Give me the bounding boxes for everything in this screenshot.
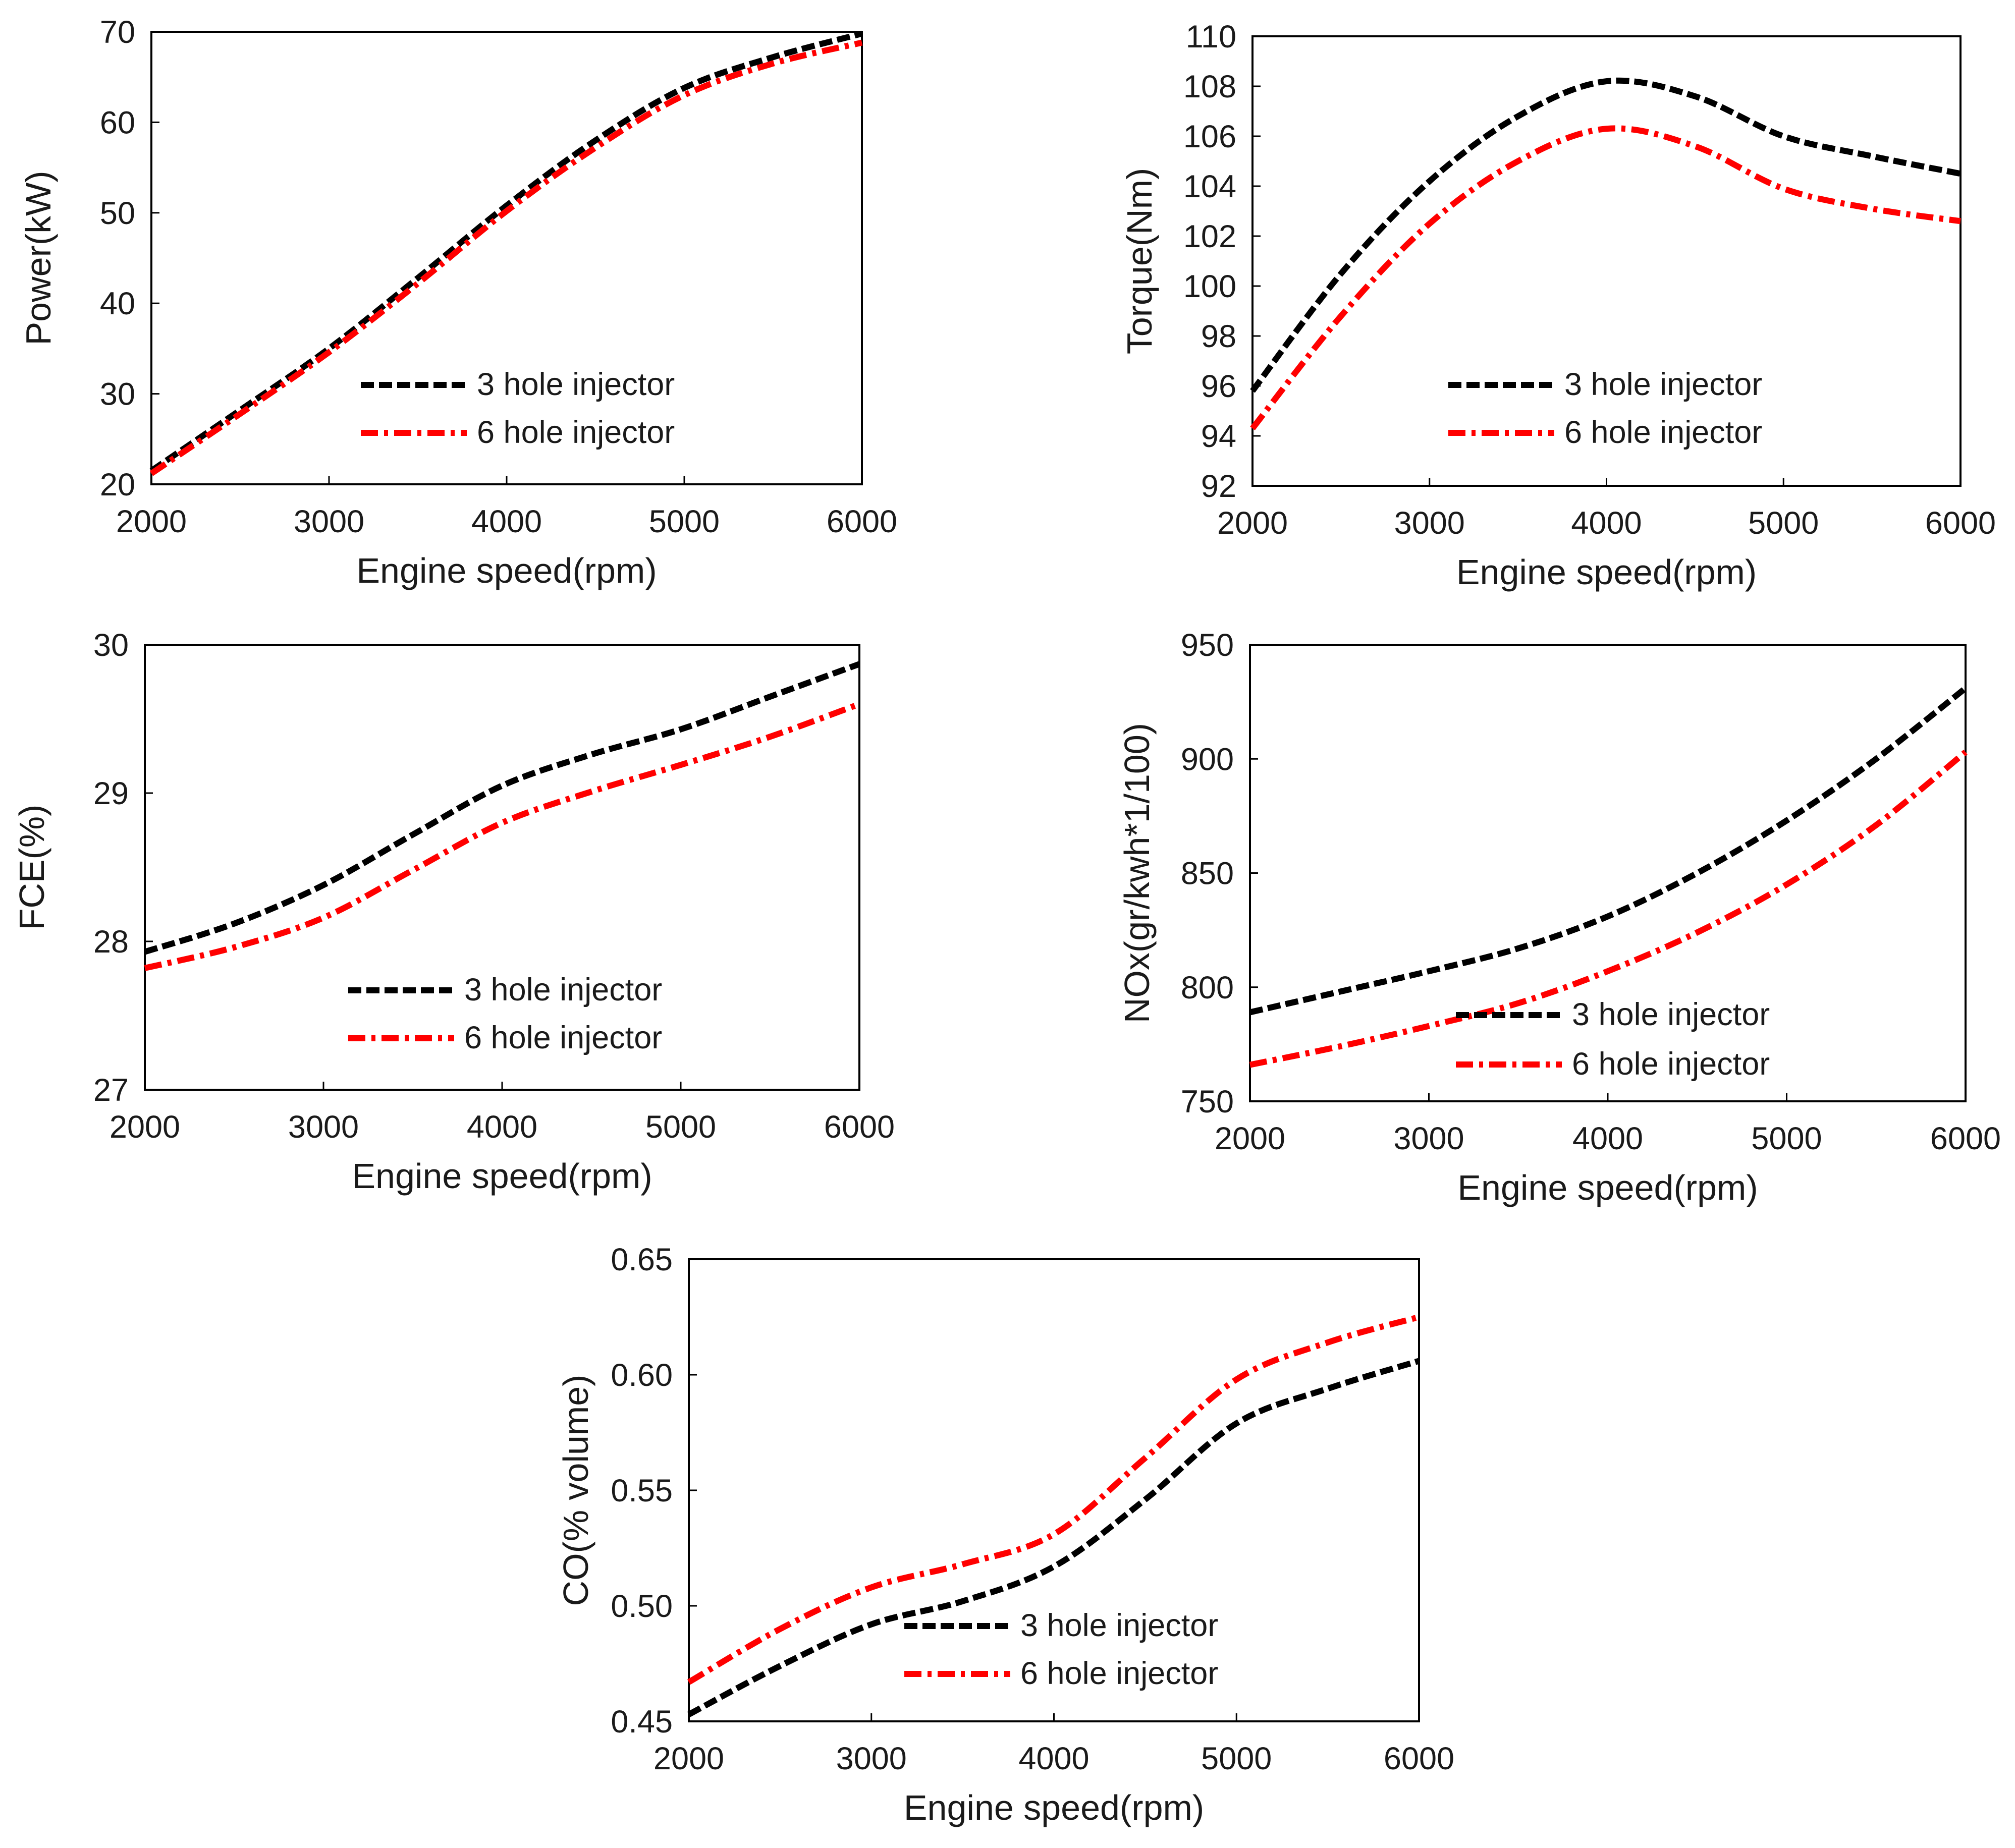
x-tick-label: 6000 xyxy=(824,1109,895,1145)
x-tick-label: 4000 xyxy=(467,1109,537,1145)
series-line-6-hole xyxy=(687,1314,1420,1685)
x-tick-label: 4000 xyxy=(471,504,542,539)
y-tick-label: 28 xyxy=(93,924,129,960)
y-tick-label: 900 xyxy=(1181,742,1234,777)
series-line-6-hole xyxy=(144,701,861,971)
series-line-3-hole xyxy=(1250,77,1962,393)
x-axis-title: Engine speed(rpm) xyxy=(352,1156,652,1196)
chart-1: 2000 3000 4000 5000 6000 20 30 40 50 60 70 Engine s… xyxy=(19,15,897,590)
y-tick-label: 30 xyxy=(93,628,129,663)
series-line-6-hole xyxy=(1249,750,1968,1068)
legend: 3 hole injector 6 hole injector xyxy=(1448,367,1762,450)
series-line-3-hole xyxy=(144,661,861,955)
legend-label: 3 hole injector xyxy=(477,367,675,402)
x-tick-label: 3000 xyxy=(1394,506,1465,541)
y-tick-label: 800 xyxy=(1181,970,1234,1005)
x-tick-label: 5000 xyxy=(645,1109,716,1145)
y-tick-label: 0.65 xyxy=(611,1242,673,1277)
x-tick-label: 4000 xyxy=(1571,506,1642,541)
chart-2: 2000 3000 4000 5000 6000 92 94 96 98 100 102 104 106… xyxy=(1120,19,1996,592)
y-axis-title: FCE(%) xyxy=(12,805,51,930)
x-tick-label: 2000 xyxy=(110,1109,180,1145)
x-axis-title: Engine speed(rpm) xyxy=(356,551,657,590)
y-tick-label: 27 xyxy=(93,1073,129,1108)
series-line-6-hole xyxy=(149,39,863,476)
series-line-3-hole xyxy=(1249,686,1968,1016)
y-tick-label: 110 xyxy=(1186,19,1236,54)
legend-label: 3 hole injector xyxy=(1572,997,1770,1032)
y-tick-label: 30 xyxy=(100,377,135,412)
x-axis-title: Engine speed(rpm) xyxy=(1456,552,1757,592)
x-axis-title: Engine speed(rpm) xyxy=(1457,1168,1758,1207)
y-tick-label: 96 xyxy=(1201,369,1236,404)
y-axis-title: Power(kW) xyxy=(19,171,58,345)
series-line-3-hole xyxy=(687,1358,1420,1717)
x-tick-label: 3000 xyxy=(294,504,364,539)
y-tick-label: 106 xyxy=(1183,119,1236,154)
y-axis-title: Torque(Nm) xyxy=(1120,168,1159,355)
y-tick-label: 0.60 xyxy=(611,1358,673,1393)
x-tick-label: 6000 xyxy=(1925,506,1996,541)
x-tick-label: 4000 xyxy=(1018,1741,1089,1776)
x-tick-label: 2000 xyxy=(1215,1121,1285,1156)
y-axis-title: CO(% volume) xyxy=(556,1375,595,1606)
legend-label: 3 hole injector xyxy=(1020,1608,1218,1643)
x-tick-label: 5000 xyxy=(1748,506,1819,541)
y-tick-label: 100 xyxy=(1183,269,1236,304)
y-tick-label: 70 xyxy=(100,15,135,50)
legend: 3 hole injector 6 hole injector xyxy=(1456,997,1770,1082)
y-tick-label: 0.50 xyxy=(611,1589,673,1624)
x-tick-label: 5000 xyxy=(1751,1121,1822,1156)
y-tick-label: 50 xyxy=(100,196,135,231)
y-tick-label: 102 xyxy=(1183,219,1236,254)
legend-label: 6 hole injector xyxy=(1564,415,1762,450)
x-tick-label: 4000 xyxy=(1572,1121,1643,1156)
y-tick-label: 0.45 xyxy=(611,1704,673,1740)
x-tick-label: 6000 xyxy=(1930,1121,2001,1156)
legend-label: 6 hole injector xyxy=(1572,1046,1770,1082)
x-axis-title: Engine speed(rpm) xyxy=(904,1788,1204,1827)
x-tick-label: 2000 xyxy=(1217,506,1288,541)
x-tick-label: 2000 xyxy=(116,504,187,539)
legend: 3 hole injector 6 hole injector xyxy=(361,367,675,450)
x-tick-label: 3000 xyxy=(1393,1121,1464,1156)
y-tick-label: 0.55 xyxy=(611,1473,673,1508)
y-tick-label: 108 xyxy=(1183,69,1236,104)
x-tick-label: 5000 xyxy=(1201,1741,1272,1776)
y-tick-label: 60 xyxy=(100,105,135,140)
legend-label: 6 hole injector xyxy=(1020,1656,1218,1691)
legend-label: 3 hole injector xyxy=(464,972,662,1007)
x-tick-label: 5000 xyxy=(649,504,720,539)
y-tick-label: 750 xyxy=(1181,1084,1234,1119)
chart-5: 2000 3000 4000 5000 6000 0.45 0.50 0.55 0.60 0.65… xyxy=(556,1242,1454,1827)
y-axis-title: NOx(gr/kwh*1/100) xyxy=(1117,723,1157,1023)
y-tick-label: 40 xyxy=(100,286,135,321)
y-tick-label: 20 xyxy=(100,467,135,502)
y-tick-label: 94 xyxy=(1201,419,1236,454)
legend-label: 6 hole injector xyxy=(464,1020,662,1055)
legend-label: 6 hole injector xyxy=(477,415,675,450)
x-tick-label: 6000 xyxy=(827,504,897,539)
chart-3: 2000 3000 4000 5000 6000 27 28 29 30 Engine speed… xyxy=(12,628,895,1196)
legend: 3 hole injector 6 hole injector xyxy=(348,972,662,1055)
x-tick-label: 3000 xyxy=(288,1109,359,1145)
y-tick-label: 950 xyxy=(1181,628,1234,663)
y-tick-label: 850 xyxy=(1181,856,1234,891)
y-tick-label: 29 xyxy=(93,776,129,811)
legend: 3 hole injector 6 hole injector xyxy=(904,1608,1218,1691)
x-tick-label: 2000 xyxy=(653,1741,724,1776)
chart-4: 2000 3000 4000 5000 6000 750 800 850 900 950 Engin… xyxy=(1117,628,2001,1207)
y-tick-label: 92 xyxy=(1201,469,1236,504)
x-tick-label: 3000 xyxy=(836,1741,907,1776)
legend-label: 3 hole injector xyxy=(1564,367,1762,402)
x-tick-label: 6000 xyxy=(1384,1741,1454,1776)
y-tick-label: 98 xyxy=(1201,319,1236,354)
y-tick-label: 104 xyxy=(1183,169,1236,204)
